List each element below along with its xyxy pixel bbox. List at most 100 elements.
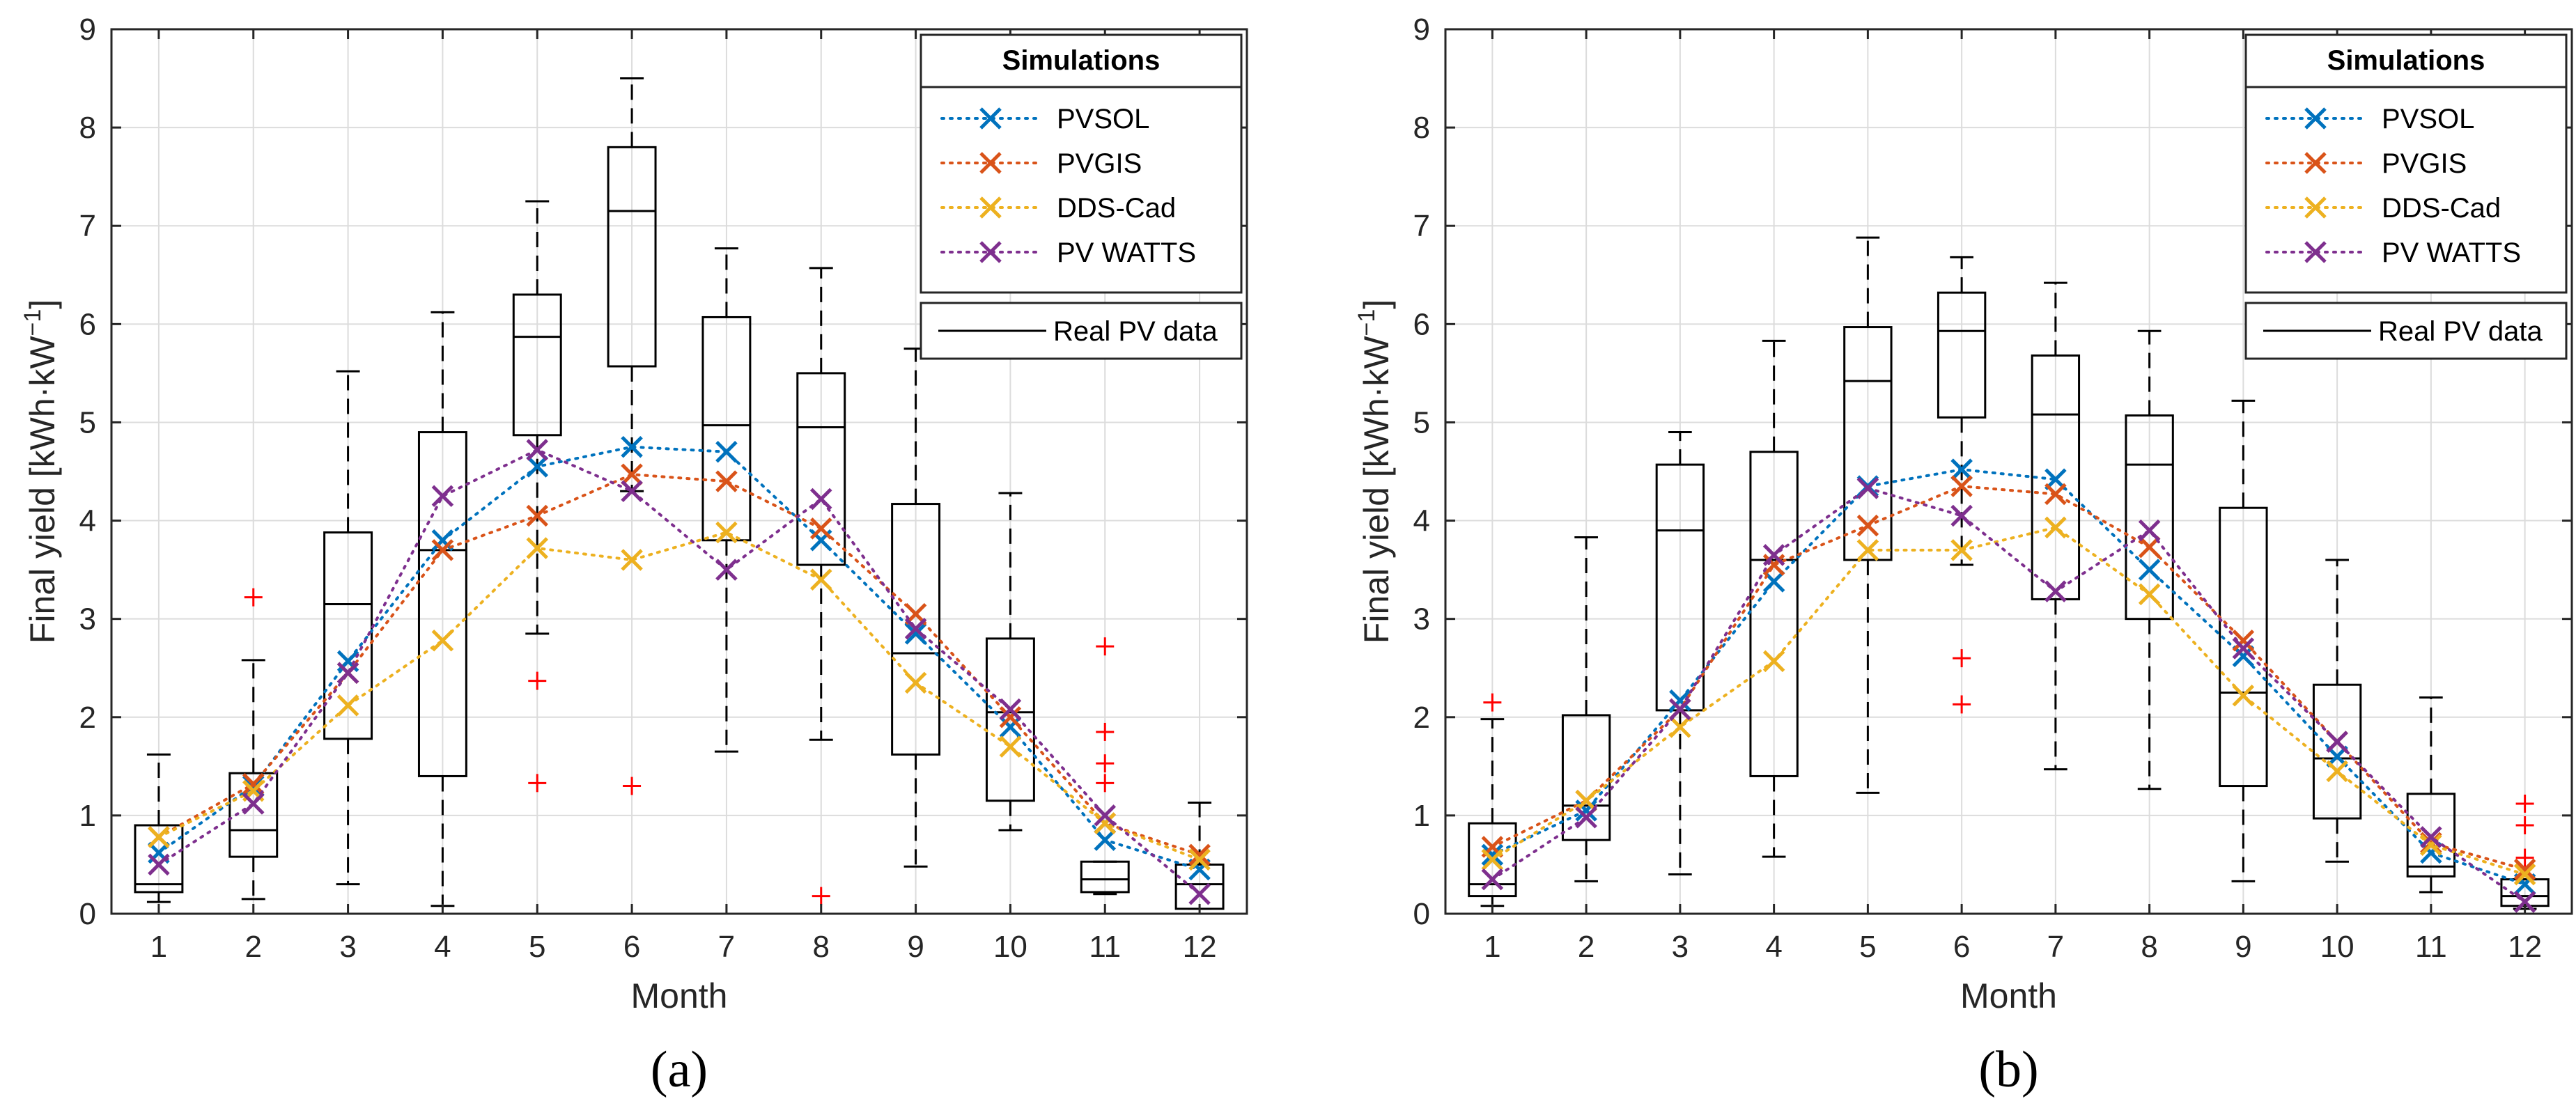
x-tick-label: 4 bbox=[1765, 930, 1782, 964]
marker-pvgis bbox=[715, 470, 738, 492]
y-tick-label: 0 bbox=[1413, 897, 1430, 931]
y-tick-label: 2 bbox=[1413, 701, 1430, 735]
y-axis-label-main: Final yield [kWh·kW bbox=[1357, 336, 1396, 644]
marker-pvsol bbox=[999, 716, 1022, 738]
marker-dds-cad bbox=[621, 549, 643, 571]
marker-pvgis bbox=[2044, 483, 2067, 506]
marker-pvsol bbox=[904, 623, 927, 645]
box-iqr bbox=[323, 531, 373, 740]
marker-pvgis bbox=[242, 772, 265, 795]
series-line-pvgis bbox=[157, 473, 1202, 857]
boxplot-month-12 bbox=[2500, 794, 2550, 910]
y-tick-label: 9 bbox=[1413, 13, 1430, 47]
series-line-pv-watts bbox=[157, 448, 1202, 896]
x-tick-label: 2 bbox=[1578, 930, 1595, 964]
y-tick-label: 4 bbox=[1413, 504, 1430, 538]
marker-dds-cad bbox=[715, 521, 738, 544]
marker-pvgis bbox=[1950, 475, 1973, 497]
x-tick-label: 7 bbox=[718, 930, 735, 964]
series-dds-cad bbox=[1481, 516, 2536, 886]
legend: Simulations PVSOL PVGIS DDS-Cad PV WATTS Real… bbox=[2244, 33, 2568, 360]
marker-dds-cad bbox=[1094, 812, 1117, 834]
boxplot-month-8 bbox=[796, 267, 846, 905]
outlier-point bbox=[1096, 722, 1115, 741]
box-iqr bbox=[891, 503, 941, 756]
legend-entry-dds-cad: DDS-Cad bbox=[940, 193, 1176, 224]
box-iqr bbox=[2312, 683, 2362, 820]
marker-pvgis bbox=[621, 463, 643, 486]
y-tick-label: 6 bbox=[1413, 307, 1430, 341]
marker-pv-watts bbox=[1188, 883, 1211, 905]
marker-dds-cad bbox=[1950, 539, 1973, 561]
marker-pv-watts bbox=[715, 559, 738, 581]
marker-pvsol bbox=[715, 441, 738, 463]
marker-pv-watts bbox=[2326, 731, 2348, 753]
x-tick-label: 6 bbox=[1953, 930, 1970, 964]
outlier-point bbox=[1096, 637, 1115, 656]
legend-marker bbox=[2304, 241, 2327, 263]
legend-entry-pv-watts: PV WATTS bbox=[940, 237, 1196, 268]
y-tick-label: 7 bbox=[79, 209, 96, 243]
marker-dds-cad bbox=[1669, 716, 1691, 738]
box-iqr bbox=[607, 146, 657, 368]
x-tick-label: 12 bbox=[1183, 930, 1217, 964]
outlier-point bbox=[1953, 649, 1971, 668]
marker-pvsol bbox=[2232, 645, 2255, 668]
marker-pvgis bbox=[999, 706, 1022, 728]
y-tick-label: 0 bbox=[79, 897, 96, 931]
x-tick-label: 6 bbox=[623, 930, 640, 964]
marker-pv-watts bbox=[526, 439, 549, 461]
x-tick-label: 10 bbox=[993, 930, 1027, 964]
series-pv-watts bbox=[1481, 477, 2536, 913]
series-line-dds-cad bbox=[1491, 526, 2527, 876]
marker-dds-cad bbox=[2420, 834, 2442, 856]
legend-label: PV WATTS bbox=[2382, 237, 2521, 268]
legend-entry-pvsol: PVSOL bbox=[940, 104, 1149, 134]
outlier-point bbox=[623, 777, 642, 795]
outlier-point bbox=[244, 588, 263, 607]
box-iqr bbox=[512, 293, 562, 437]
y-axis-label-exponent: −1 bbox=[1353, 309, 1380, 336]
y-axis-label-exponent: −1 bbox=[20, 309, 46, 336]
x-tick-label: 10 bbox=[2320, 930, 2354, 964]
y-tick-label: 7 bbox=[1413, 209, 1430, 243]
marker-dds-cad bbox=[1762, 650, 1785, 673]
series-line-pvsol bbox=[1491, 468, 2527, 886]
outlier-point bbox=[528, 671, 547, 690]
box-iqr bbox=[2406, 793, 2456, 878]
outlier-point bbox=[1096, 754, 1115, 773]
outlier-point bbox=[1953, 695, 1971, 714]
marker-pv-watts bbox=[1762, 544, 1785, 566]
y-axis-label: Final yield [kWh·kW−1] bbox=[20, 299, 62, 644]
marker-pvsol bbox=[2138, 559, 2161, 581]
legend-title: Simulations bbox=[1002, 45, 1161, 76]
marker-pv-watts bbox=[2044, 580, 2067, 602]
boxplot-month-1 bbox=[134, 753, 184, 903]
legend-real-label: Real PV data bbox=[1053, 316, 1218, 347]
y-tick-label: 8 bbox=[1413, 111, 1430, 145]
marker-pv-watts bbox=[2232, 637, 2255, 660]
box-iqr bbox=[2125, 414, 2174, 621]
outlier-point bbox=[528, 774, 547, 793]
x-tick-label: 12 bbox=[2508, 930, 2542, 964]
boxplot-month-4 bbox=[1749, 339, 1799, 858]
marker-pv-watts bbox=[904, 618, 927, 640]
outlier-point bbox=[1483, 693, 1502, 712]
y-axis-label: Final yield [kWh·kW−1] bbox=[1353, 299, 1396, 644]
marker-dds-cad bbox=[809, 568, 832, 591]
x-tick-label: 1 bbox=[1484, 930, 1500, 964]
simulation-series bbox=[1481, 458, 2536, 913]
y-tick-label: 5 bbox=[79, 405, 96, 439]
marker-pv-watts bbox=[336, 662, 359, 685]
outlier-point bbox=[812, 887, 830, 905]
y-tick-label: 3 bbox=[79, 602, 96, 637]
boxplot-month-9 bbox=[891, 348, 941, 868]
x-tick-label: 5 bbox=[529, 930, 545, 964]
marker-pv-watts bbox=[1575, 806, 1597, 829]
legend-marker bbox=[2304, 196, 2327, 219]
marker-dds-cad bbox=[526, 537, 549, 559]
